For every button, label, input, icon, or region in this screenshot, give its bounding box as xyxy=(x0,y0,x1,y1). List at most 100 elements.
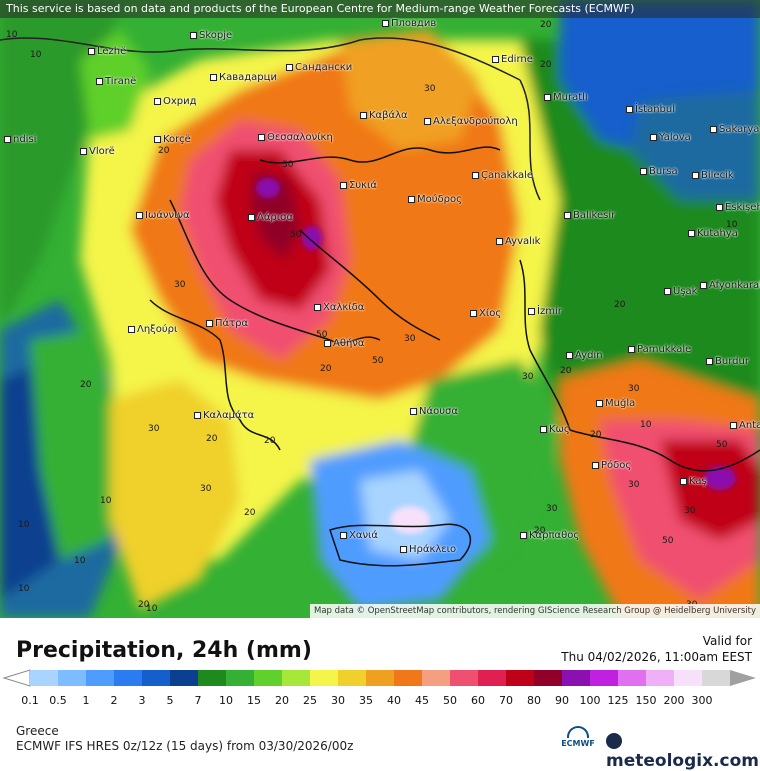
scale-tick-label: 40 xyxy=(387,694,401,707)
city-marker-icon xyxy=(80,147,87,155)
city-marker-icon xyxy=(400,545,407,553)
city-label: İzmir xyxy=(528,306,562,317)
city-label: Yalova xyxy=(650,132,691,143)
city-label: Skopje xyxy=(190,30,232,41)
city-marker-icon xyxy=(360,111,367,119)
city-marker-icon xyxy=(680,477,687,485)
scale-swatch xyxy=(86,670,114,686)
contour-label: 20 xyxy=(540,20,552,30)
city-name: ndisi xyxy=(13,134,37,145)
city-label: Uşak xyxy=(664,286,697,297)
scale-swatch xyxy=(422,670,450,686)
city-name: Lezhë xyxy=(97,46,127,57)
contour-label: 10 xyxy=(726,220,738,230)
city-label: Bilecik xyxy=(692,170,734,181)
contour-label: 30 xyxy=(200,484,212,494)
city-label: Συκιά xyxy=(340,180,377,191)
city-label: Pamukkale xyxy=(628,344,691,355)
city-name: Πάτρα xyxy=(215,318,249,329)
scale-tick-label: 70 xyxy=(499,694,513,707)
city-label: Muğla xyxy=(596,398,635,409)
scale-swatch xyxy=(310,670,338,686)
city-name: Kütahya xyxy=(697,228,738,239)
scale-swatch xyxy=(366,670,394,686)
city-label: Ρόδος xyxy=(592,460,631,471)
city-label: Ιωάννινα xyxy=(136,210,190,221)
city-label: Αλεξανδρούπολη xyxy=(424,116,518,127)
contour-label: 50 xyxy=(662,536,674,546)
meteologix-logo-icon xyxy=(606,733,622,749)
scale-tick-label: 45 xyxy=(415,694,429,707)
scale-swatch xyxy=(58,670,86,686)
scale-tick-label: 80 xyxy=(527,694,541,707)
city-marker-icon xyxy=(664,287,671,295)
contour-label: 10 xyxy=(18,584,30,594)
city-name: İzmir xyxy=(537,306,562,317)
ecmwf-logo: ECMWF xyxy=(560,726,596,748)
city-label: Muratlı xyxy=(544,92,588,103)
contour-label: 10 xyxy=(100,496,112,506)
city-name: Μούδρος xyxy=(417,194,462,205)
contour-label: 30 xyxy=(628,384,640,394)
scale-swatch xyxy=(226,670,254,686)
city-marker-icon xyxy=(206,319,213,327)
contour-label: 50 xyxy=(290,230,302,240)
city-name: Skopje xyxy=(199,30,233,41)
scale-swatch xyxy=(506,670,534,686)
city-name: Yalova xyxy=(659,132,691,143)
city-marker-icon xyxy=(544,93,551,101)
city-label: Sakarya xyxy=(710,124,759,135)
city-name: Ιωάννινα xyxy=(145,210,190,221)
city-marker-icon xyxy=(424,117,431,125)
valid-label: Valid for xyxy=(702,634,752,648)
city-marker-icon xyxy=(4,135,11,143)
city-marker-icon xyxy=(540,425,547,433)
city-name: Ηράκλειο xyxy=(409,544,457,555)
city-label: Bursa xyxy=(640,166,678,177)
contour-label: 20 xyxy=(614,300,626,310)
city-label: Aydın xyxy=(566,350,603,361)
city-name: Ayvalık xyxy=(505,236,541,247)
city-marker-icon xyxy=(248,213,255,221)
city-marker-icon xyxy=(382,19,389,27)
city-label: Кавадарци xyxy=(210,72,277,83)
city-label: Burdur xyxy=(706,356,749,367)
city-marker-icon xyxy=(688,229,695,237)
city-marker-icon xyxy=(496,237,503,245)
city-name: Uşak xyxy=(673,286,698,297)
city-name: Сандански xyxy=(295,62,353,73)
scale-swatch xyxy=(170,670,198,686)
city-marker-icon xyxy=(154,97,161,105)
city-name: Edirne xyxy=(501,54,533,65)
scale-swatch xyxy=(702,670,730,686)
model-info: ECMWF IFS HRES 0z/12z (15 days) from 03/… xyxy=(16,739,354,753)
city-label: Χανιά xyxy=(340,530,378,541)
city-name: Vlorë xyxy=(89,146,115,157)
meteologix-logo[interactable]: meteologix.com xyxy=(606,731,760,771)
contour-label: 20 xyxy=(80,380,92,390)
scale-tick-label: 7 xyxy=(195,694,202,707)
city-marker-icon xyxy=(566,351,573,359)
scale-left-arrow-icon xyxy=(2,669,31,687)
city-marker-icon xyxy=(96,77,103,85)
contour-label: 10 xyxy=(6,30,18,40)
city-name: Aydın xyxy=(575,350,603,361)
city-marker-icon xyxy=(730,421,737,429)
scale-swatch xyxy=(478,670,506,686)
city-name: Кавадарци xyxy=(219,72,277,83)
city-name: Пловдив xyxy=(391,18,437,29)
contour-label: 10 xyxy=(18,520,30,530)
city-label: Korçë xyxy=(154,134,191,145)
city-marker-icon xyxy=(640,167,647,175)
city-label: Ayvalık xyxy=(496,236,540,247)
scale-tick-label: 0.5 xyxy=(49,694,67,707)
city-label: Κως xyxy=(540,424,570,435)
valid-time: Thu 04/02/2026, 11:00am EEST xyxy=(561,650,752,664)
precipitation-map[interactable]: Lezhë Tiranë Vlorë Skopje Кавадарци Охрид Korç… xyxy=(0,0,760,618)
city-name: Λάρισα xyxy=(257,212,294,223)
city-marker-icon xyxy=(136,211,143,219)
city-name: Afyonkarahisar xyxy=(709,280,760,291)
city-name: Bursa xyxy=(649,166,678,177)
contour-label: 50 xyxy=(372,356,384,366)
contour-label: 20 xyxy=(560,366,572,376)
